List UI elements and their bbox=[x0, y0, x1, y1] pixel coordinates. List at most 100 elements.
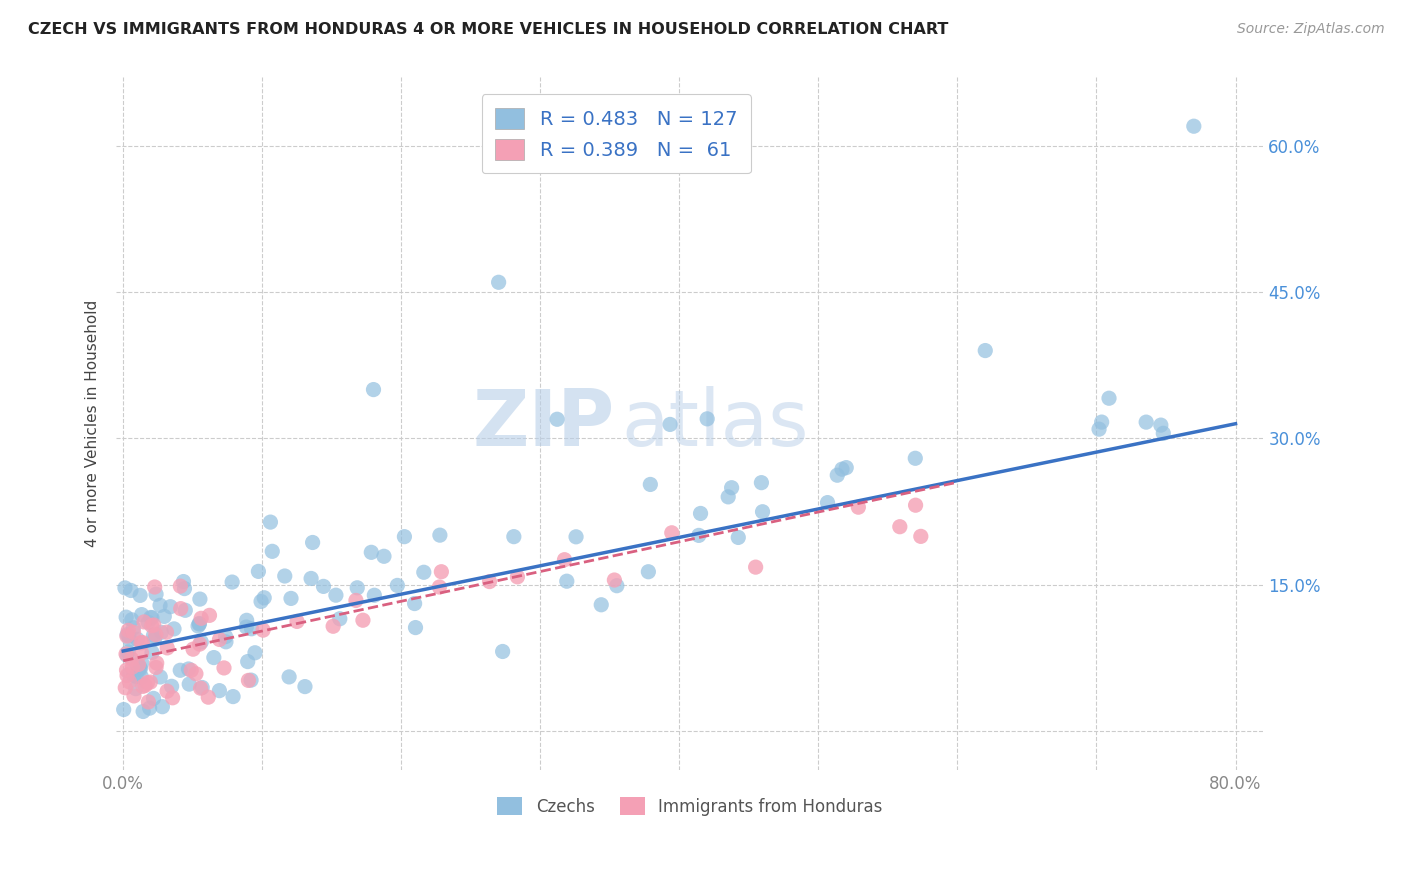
Point bbox=[131, 607, 153, 622]
Point bbox=[131, 656, 153, 670]
Point bbox=[502, 530, 524, 544]
Point bbox=[404, 597, 426, 611]
Point bbox=[112, 702, 135, 716]
Point bbox=[118, 632, 141, 647]
Point bbox=[139, 610, 162, 624]
Point bbox=[312, 579, 335, 593]
Point bbox=[141, 618, 163, 632]
Point bbox=[143, 632, 166, 647]
Point bbox=[145, 656, 167, 670]
Point bbox=[221, 575, 243, 590]
Point bbox=[122, 625, 145, 640]
Point bbox=[115, 668, 138, 682]
Point bbox=[127, 632, 149, 647]
Point bbox=[1135, 415, 1157, 429]
Point bbox=[506, 570, 529, 584]
Point bbox=[640, 477, 662, 491]
Point bbox=[478, 574, 501, 589]
Point bbox=[429, 528, 451, 542]
Point bbox=[118, 629, 141, 643]
Point bbox=[412, 566, 434, 580]
Point bbox=[325, 588, 347, 602]
Point bbox=[134, 678, 156, 692]
Point bbox=[727, 531, 749, 545]
Point bbox=[637, 565, 659, 579]
Point bbox=[688, 528, 710, 542]
Point bbox=[247, 565, 270, 579]
Point bbox=[215, 635, 238, 649]
Point bbox=[115, 647, 138, 661]
Point bbox=[238, 673, 260, 688]
Point bbox=[817, 495, 839, 509]
Point bbox=[159, 599, 181, 614]
Point bbox=[136, 615, 159, 630]
Point bbox=[974, 343, 997, 358]
Point bbox=[214, 630, 236, 644]
Point bbox=[889, 519, 911, 533]
Point bbox=[132, 680, 155, 694]
Legend: Czechs, Immigrants from Honduras: Czechs, Immigrants from Honduras bbox=[489, 789, 890, 824]
Point bbox=[363, 383, 385, 397]
Point bbox=[188, 616, 211, 631]
Point bbox=[252, 623, 274, 637]
Point bbox=[149, 670, 172, 684]
Point bbox=[143, 580, 166, 594]
Point bbox=[1182, 119, 1205, 133]
Point bbox=[208, 683, 231, 698]
Point bbox=[689, 507, 711, 521]
Text: ZIP: ZIP bbox=[472, 385, 616, 462]
Point bbox=[405, 621, 427, 635]
Point bbox=[142, 618, 165, 632]
Point bbox=[129, 636, 152, 650]
Point bbox=[250, 594, 273, 608]
Point bbox=[162, 690, 184, 705]
Point bbox=[222, 690, 245, 704]
Point bbox=[115, 648, 138, 663]
Point bbox=[240, 673, 263, 687]
Point bbox=[121, 652, 143, 666]
Point bbox=[173, 582, 195, 596]
Point bbox=[155, 625, 177, 640]
Point bbox=[118, 666, 141, 681]
Point bbox=[190, 681, 212, 696]
Point bbox=[243, 646, 266, 660]
Point bbox=[835, 460, 858, 475]
Point bbox=[115, 663, 138, 677]
Point bbox=[322, 619, 344, 633]
Point bbox=[142, 691, 165, 706]
Point bbox=[1088, 422, 1111, 436]
Point bbox=[184, 666, 207, 681]
Point bbox=[352, 613, 374, 627]
Point bbox=[387, 578, 409, 592]
Point bbox=[190, 635, 212, 649]
Point bbox=[122, 689, 145, 703]
Text: CZECH VS IMMIGRANTS FROM HONDURAS 4 OR MORE VEHICLES IN HOUSEHOLD CORRELATION CH: CZECH VS IMMIGRANTS FROM HONDURAS 4 OR M… bbox=[28, 22, 949, 37]
Point bbox=[128, 657, 150, 672]
Point bbox=[1091, 415, 1114, 429]
Point bbox=[262, 544, 284, 558]
Point bbox=[373, 549, 395, 564]
Point bbox=[240, 622, 263, 636]
Point bbox=[202, 650, 225, 665]
Point bbox=[429, 580, 451, 594]
Point bbox=[394, 530, 416, 544]
Point bbox=[180, 663, 202, 677]
Point bbox=[744, 560, 766, 574]
Point bbox=[141, 645, 163, 659]
Point bbox=[488, 275, 510, 289]
Point bbox=[1098, 391, 1121, 405]
Point bbox=[177, 662, 200, 676]
Point bbox=[187, 619, 209, 633]
Y-axis label: 4 or more Vehicles in Household: 4 or more Vehicles in Household bbox=[86, 300, 100, 548]
Point bbox=[145, 660, 167, 674]
Point bbox=[132, 705, 155, 719]
Point bbox=[659, 417, 682, 432]
Point bbox=[430, 565, 453, 579]
Point bbox=[904, 498, 927, 512]
Point bbox=[117, 624, 139, 638]
Point bbox=[150, 699, 173, 714]
Point bbox=[169, 579, 191, 593]
Point bbox=[149, 599, 172, 613]
Point bbox=[363, 588, 385, 602]
Point bbox=[156, 640, 179, 655]
